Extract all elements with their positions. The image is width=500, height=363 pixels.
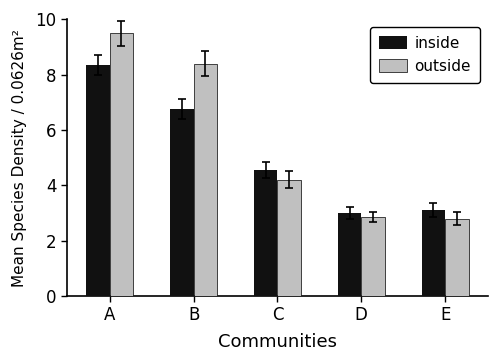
Bar	[278, 180, 301, 296]
Bar	[422, 210, 445, 296]
Bar	[170, 109, 194, 296]
Bar	[445, 219, 468, 296]
Y-axis label: Mean Species Density / 0.0626m²: Mean Species Density / 0.0626m²	[12, 29, 27, 286]
Bar	[362, 217, 385, 296]
Bar	[338, 213, 361, 296]
Bar	[254, 170, 278, 296]
Bar	[110, 33, 133, 296]
X-axis label: Communities: Communities	[218, 333, 337, 351]
Bar	[86, 65, 110, 296]
Legend: inside, outside: inside, outside	[370, 27, 480, 83]
Bar	[194, 64, 217, 296]
